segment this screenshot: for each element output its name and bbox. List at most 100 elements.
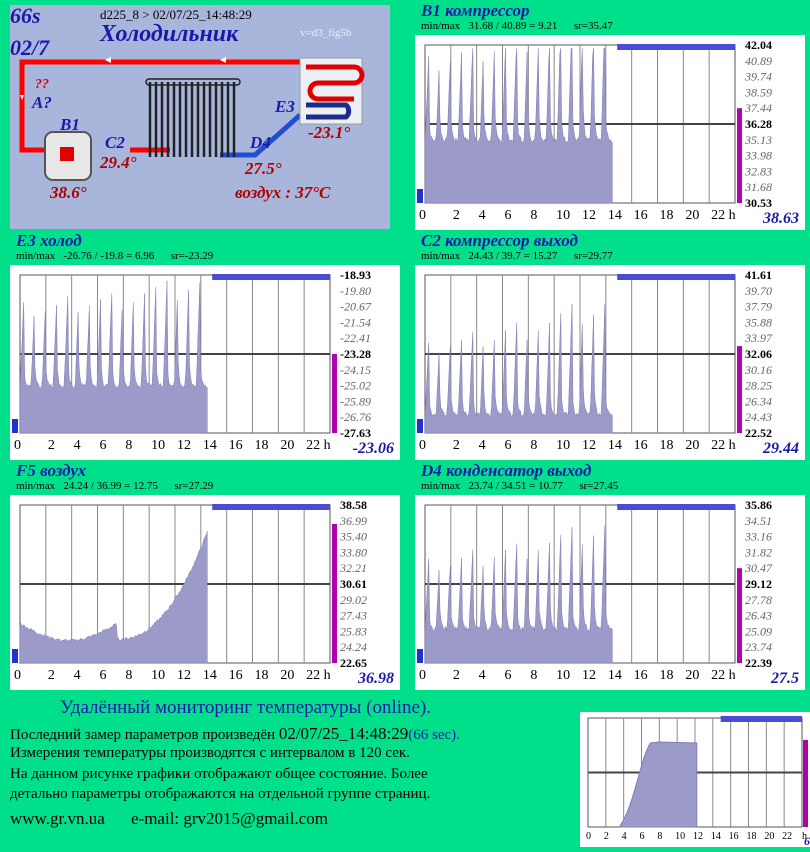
scale-label: 33.98 — [744, 149, 772, 163]
scale-label: -21.54 — [340, 315, 371, 329]
chart-title: B1 компрессор — [421, 1, 530, 20]
data-area — [19, 530, 208, 664]
range-bar-top — [212, 274, 330, 280]
footer-line3: На данном рисунке графики отображают общ… — [10, 766, 428, 782]
current-level-bar — [737, 568, 742, 663]
footer-line1-time: 02/07/25_14:48:29 — [278, 724, 409, 743]
value-d4: 27.5° — [245, 159, 282, 178]
chart-area: 41.61 39.70 37.79 35.88 33.97 32.06 30.16 28.25… — [415, 265, 805, 460]
value-b1: 38.6° — [50, 183, 87, 202]
scale-label: -25.89 — [340, 394, 371, 408]
x-tick-label: 4 — [479, 438, 486, 453]
x-tick-label: 10 — [151, 438, 165, 453]
x-tick-label: 20 — [685, 208, 699, 223]
date-short-label: 02/7 — [10, 35, 50, 60]
current-level-bar — [803, 740, 808, 827]
scale-label: 38.58 — [340, 498, 367, 512]
x-tick-label: 6 — [640, 831, 645, 842]
start-marker — [417, 649, 423, 663]
chart-title: E3 холод — [16, 231, 82, 250]
chart-f5: F5 воздух min/max 24.24 / 36.99 = 12.75 … — [10, 461, 400, 690]
scale-label: 31.82 — [744, 545, 772, 559]
scale-label: 22.39 — [745, 656, 772, 670]
chart-c2: C2 компрессор выход min/max 24.43 / 39.7… — [415, 231, 805, 460]
x-tick-label: 22 h — [306, 668, 331, 683]
scale-label: 35.88 — [744, 315, 772, 329]
scale-label: -26.76 — [340, 410, 371, 424]
x-tick-label: 14 — [608, 668, 622, 683]
mini-chart-area: 0 2 4 6 8 10 12 14 16 18 20 22 h6 — [586, 716, 810, 848]
start-marker — [12, 419, 18, 433]
x-tick-label: 12 — [582, 668, 596, 683]
x-tick-label: 14 — [711, 831, 721, 842]
scale-label: 29.02 — [340, 593, 367, 607]
chart-stats: min/max 24.24 / 36.99 = 12.75 sr=27.29 — [16, 480, 214, 492]
chart-stats: min/max 31.68 / 40.89 = 9.21 sr=35.47 — [421, 20, 613, 32]
scale-label: -22.41 — [340, 331, 371, 345]
scale-label: -25.02 — [340, 379, 371, 393]
x-tick-label: 20 — [764, 831, 774, 842]
fridge-title: Холодильник — [100, 21, 239, 47]
x-tick-label: 14 — [203, 438, 217, 453]
x-tick-label: 4 — [479, 668, 486, 683]
x-tick-label: 8 — [530, 438, 537, 453]
x-tick-label: 2 — [604, 831, 609, 842]
scale-label: 36.99 — [339, 514, 367, 528]
data-area — [424, 303, 613, 434]
scale-label: 28.25 — [745, 379, 772, 393]
chart-stats: min/max -26.76 / -19.8 = 6.96 sr=-23.29 — [16, 250, 214, 262]
scale-label: 30.16 — [744, 363, 772, 377]
scale-label: -20.67 — [340, 300, 372, 314]
x-tick-label: 10 — [556, 668, 570, 683]
x-tick-label: 14 — [203, 668, 217, 683]
scale-label: 37.79 — [744, 300, 772, 314]
scale-label: -19.80 — [340, 284, 371, 298]
scale-label: -27.63 — [340, 426, 371, 440]
chart-title: F5 воздух — [16, 461, 87, 480]
scale-label: 39.70 — [744, 284, 772, 298]
air-temperature: воздух : 37°C — [235, 183, 331, 202]
x-tick-label: 12 — [177, 438, 191, 453]
site-link[interactable]: www.gr.vn.ua — [10, 809, 105, 828]
x-tick-label: 10 — [556, 208, 570, 223]
scale-label: 27.43 — [340, 609, 367, 623]
x-tick-label: 12 — [582, 438, 596, 453]
x-tick-label: 16 — [229, 438, 243, 453]
x-tick-label: 20 — [280, 668, 294, 683]
version-label: v=d3_fig5b — [300, 27, 352, 39]
fridge-schema-panel: 66s 02/7 d225_8 > 02/07/25_14:48:29 Холо… — [10, 3, 390, 229]
email-link[interactable]: e-mail: grv2015@gmail.com — [131, 809, 328, 828]
alert-label: ?? — [35, 77, 49, 92]
x-tick-label: 16 — [634, 438, 648, 453]
scale-label: 42.04 — [745, 38, 772, 52]
scale-label: 33.97 — [744, 331, 773, 345]
current-level-bar — [737, 108, 742, 203]
x-tick-label: 18 — [660, 208, 674, 223]
footer-line1-ago: (66 sec). — [408, 727, 460, 743]
x-tick-label: 20 — [280, 438, 294, 453]
current-value: 38.63 — [763, 210, 799, 227]
x-tick-label: 6 — [505, 668, 512, 683]
scale-label: 24.24 — [340, 640, 367, 654]
x-tick-label: 2 — [453, 208, 460, 223]
x-tick-label: 2 — [48, 438, 55, 453]
scale-label: 25.83 — [340, 624, 367, 638]
x-tick-label: 22 h — [711, 438, 736, 453]
chart-stats: min/max 23.74 / 34.51 = 10.77 sr=27.45 — [421, 480, 619, 492]
chart-area: 38.58 36.99 35.40 33.80 32.21 30.61 29.02 27.43… — [10, 495, 400, 690]
scale-label: 22.52 — [745, 426, 772, 440]
chart-area: 35.86 34.51 33.16 31.82 30.47 29.12 27.78 26.43… — [415, 495, 805, 690]
scale-label: 24.43 — [745, 410, 772, 424]
scale-label: -18.93 — [340, 268, 371, 282]
x-tick-label: 6 — [505, 438, 512, 453]
scale-label: 26.43 — [745, 609, 772, 623]
chart-title: C2 компрессор выход — [421, 231, 578, 250]
x-tick-label: 8 — [530, 668, 537, 683]
x-tick-label: 8 — [657, 831, 662, 842]
scale-label: 32.83 — [744, 164, 772, 178]
footer-line1: Последний замер параметров произведён 02… — [10, 724, 460, 744]
scale-label: 38.59 — [744, 85, 772, 99]
current-value: 36.98 — [358, 670, 394, 687]
